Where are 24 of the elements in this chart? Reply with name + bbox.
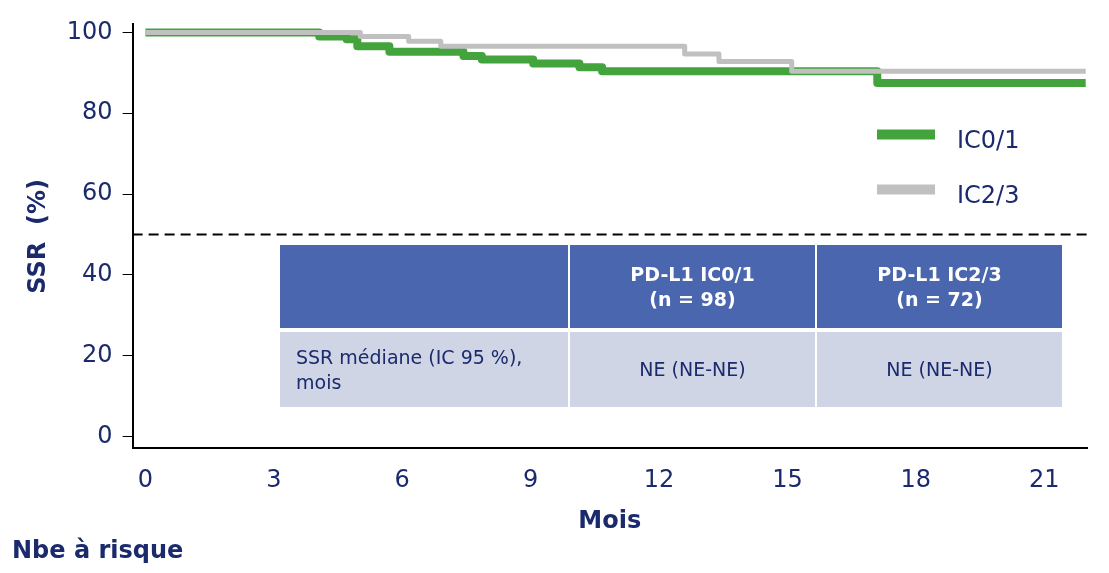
y-axis-title: SSR (%) [22, 179, 51, 294]
annotation: NE (NE-NE) [570, 332, 815, 407]
y-tick-label: 20 [82, 339, 113, 368]
x-tick-label: 15 [772, 465, 803, 494]
x-tick-label: 18 [900, 465, 932, 494]
legend-label: IC2/3 [957, 180, 1020, 209]
x-tick-label: 6 [394, 465, 410, 494]
legend-label: IC0/1 [957, 125, 1020, 154]
y-tick-label: 0 [97, 420, 113, 449]
text: Nbe à risque [12, 536, 184, 564]
annotation: NE (NE-NE) [817, 332, 1062, 407]
y-tick-label: 80 [82, 97, 113, 126]
annotation: PD-L1 IC2/3 (n = 72) [817, 245, 1062, 328]
x-tick-label: 0 [137, 465, 154, 494]
x-tick-label: 3 [266, 465, 282, 494]
x-tick-label: 9 [522, 465, 539, 494]
x-tick-label: 21 [1028, 465, 1060, 494]
x-tick-label: 12 [643, 465, 675, 494]
x-axis-title: Mois [578, 505, 642, 534]
y-tick-label: 60 [82, 178, 113, 207]
annotation: PD-L1 IC0/1 (n = 98) [570, 245, 815, 328]
y-tick-label: 40 [82, 259, 113, 287]
y-tick-label: 100 [66, 16, 113, 45]
annotation: SSR médiane (IC 95 %), mois [280, 332, 568, 407]
